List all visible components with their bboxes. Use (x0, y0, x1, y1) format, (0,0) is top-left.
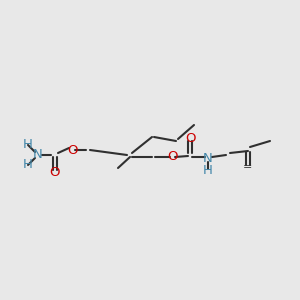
Text: =: = (243, 162, 253, 172)
Text: H: H (203, 164, 213, 178)
Text: O: O (67, 143, 77, 157)
Text: O: O (50, 166, 60, 178)
Text: N: N (203, 152, 213, 166)
Text: H: H (23, 158, 33, 172)
Text: O: O (185, 133, 195, 146)
Text: H: H (23, 139, 33, 152)
Text: N: N (33, 148, 43, 161)
Text: O: O (167, 151, 177, 164)
